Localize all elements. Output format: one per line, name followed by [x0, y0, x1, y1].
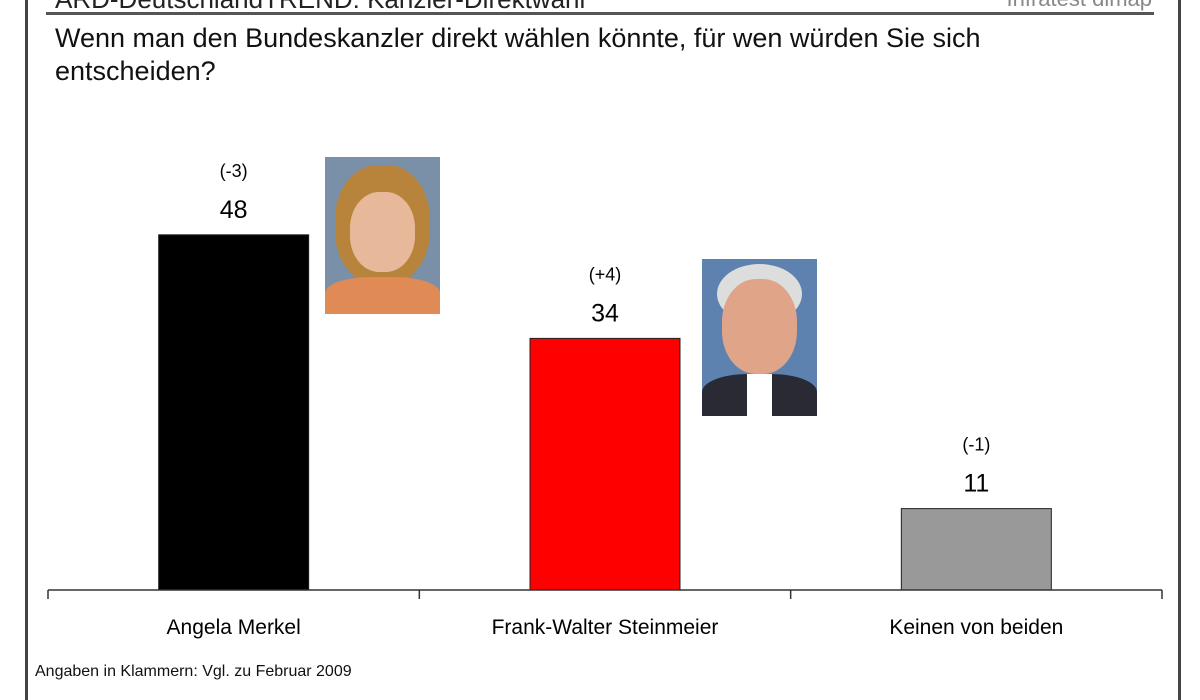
chart-question: Wenn man den Bundeskanzler direkt wählen… — [55, 23, 981, 86]
data-label-1: 34 — [591, 299, 619, 327]
bar-1 — [529, 337, 681, 591]
x-tick-label-0: Angela Merkel — [167, 616, 301, 639]
change-label-0: (-3) — [220, 161, 248, 181]
x-tick-label-1: Frank-Walter Steinmeier — [492, 616, 719, 639]
brand-logo-text: Infratest dimap — [1006, 0, 1152, 12]
photo-frank-walter-steinmeier — [702, 259, 817, 416]
bar-chart: 48 (-3) Angela Merkel 34 (+4) Frank-Walter St… — [47, 161, 1163, 639]
header-divider — [46, 12, 1154, 15]
chart-header-title: ARD-DeutschlandTREND: Kanzler-Direktwahl — [55, 0, 585, 15]
photo-angela-merkel — [325, 157, 440, 314]
data-label-0: 48 — [220, 196, 248, 224]
data-label-2: 11 — [963, 470, 989, 498]
change-label-2: (-1) — [962, 435, 990, 455]
bar-0 — [158, 234, 310, 591]
chart-frame — [25, 0, 1181, 700]
footer-note: Angaben in Klammern: Vgl. zu Februar 200… — [35, 663, 352, 680]
bar-2 — [900, 508, 1052, 591]
change-label-1: (+4) — [589, 264, 622, 284]
x-tick-label-2: Keinen von beiden — [889, 616, 1063, 639]
